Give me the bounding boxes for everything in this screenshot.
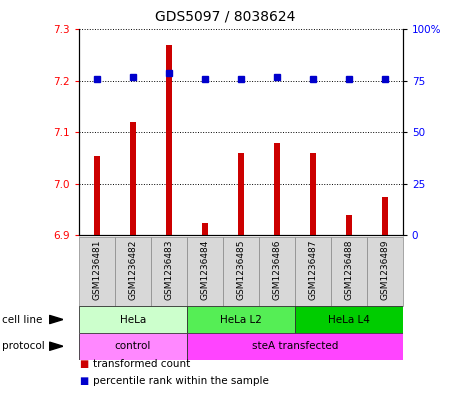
Text: ■: ■ <box>79 358 88 369</box>
Bar <box>238 153 244 235</box>
Text: GDS5097 / 8038624: GDS5097 / 8038624 <box>155 10 295 24</box>
Text: GSM1236484: GSM1236484 <box>200 239 209 300</box>
Text: HeLa: HeLa <box>120 314 146 325</box>
Bar <box>115 237 151 306</box>
Text: ■: ■ <box>79 376 88 386</box>
Bar <box>295 237 331 306</box>
Bar <box>130 122 136 235</box>
Bar <box>223 237 259 306</box>
Bar <box>346 215 352 235</box>
Text: GSM1236482: GSM1236482 <box>128 239 137 300</box>
Bar <box>79 333 187 360</box>
Text: protocol: protocol <box>2 341 45 351</box>
Text: cell line: cell line <box>2 314 43 325</box>
Bar <box>259 237 295 306</box>
Bar <box>79 237 115 306</box>
Bar <box>295 306 403 333</box>
Text: HeLa L4: HeLa L4 <box>328 314 370 325</box>
Polygon shape <box>50 315 63 323</box>
Bar <box>166 45 172 235</box>
Bar <box>367 237 403 306</box>
Bar <box>94 156 100 235</box>
Bar <box>331 237 367 306</box>
Text: GSM1236489: GSM1236489 <box>380 239 389 300</box>
Bar <box>382 197 388 235</box>
Bar <box>187 333 403 360</box>
Bar <box>79 306 187 333</box>
Bar <box>310 153 316 235</box>
Polygon shape <box>50 342 63 351</box>
Text: GSM1236486: GSM1236486 <box>272 239 281 300</box>
Bar <box>274 143 280 235</box>
Text: transformed count: transformed count <box>93 358 190 369</box>
Bar <box>187 237 223 306</box>
Text: GSM1236485: GSM1236485 <box>236 239 245 300</box>
Text: HeLa L2: HeLa L2 <box>220 314 262 325</box>
Text: GSM1236481: GSM1236481 <box>92 239 101 300</box>
Text: control: control <box>115 341 151 351</box>
Text: percentile rank within the sample: percentile rank within the sample <box>93 376 269 386</box>
Bar <box>202 222 208 235</box>
Text: steA transfected: steA transfected <box>252 341 338 351</box>
Text: GSM1236483: GSM1236483 <box>164 239 173 300</box>
Text: GSM1236488: GSM1236488 <box>344 239 353 300</box>
Bar <box>187 306 295 333</box>
Text: GSM1236487: GSM1236487 <box>308 239 317 300</box>
Bar <box>151 237 187 306</box>
